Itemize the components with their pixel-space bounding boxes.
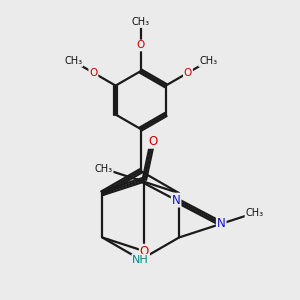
- Text: N: N: [217, 217, 226, 230]
- Text: CH₃: CH₃: [64, 56, 82, 66]
- Text: CH₃: CH₃: [199, 56, 217, 66]
- Text: CH₃: CH₃: [94, 164, 113, 174]
- Text: O: O: [184, 68, 192, 78]
- Text: O: O: [140, 245, 149, 258]
- Text: CH₃: CH₃: [245, 208, 264, 218]
- Text: CH₃: CH₃: [132, 17, 150, 27]
- Text: NH: NH: [132, 255, 149, 265]
- Text: N: N: [172, 194, 181, 207]
- Text: O: O: [148, 135, 157, 148]
- Text: O: O: [89, 68, 98, 78]
- Text: O: O: [136, 40, 145, 50]
